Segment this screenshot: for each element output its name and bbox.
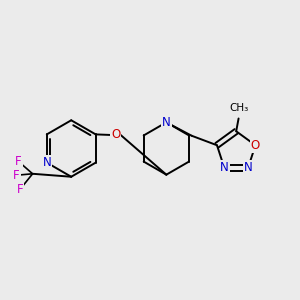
- Text: F: F: [17, 183, 23, 196]
- Text: N: N: [42, 156, 51, 169]
- Text: O: O: [251, 139, 260, 152]
- Text: F: F: [15, 155, 22, 168]
- Text: N: N: [220, 161, 229, 174]
- Text: N: N: [162, 116, 171, 129]
- Text: O: O: [111, 128, 121, 142]
- Text: CH₃: CH₃: [229, 103, 248, 113]
- Text: N: N: [244, 161, 252, 174]
- Text: F: F: [13, 169, 20, 182]
